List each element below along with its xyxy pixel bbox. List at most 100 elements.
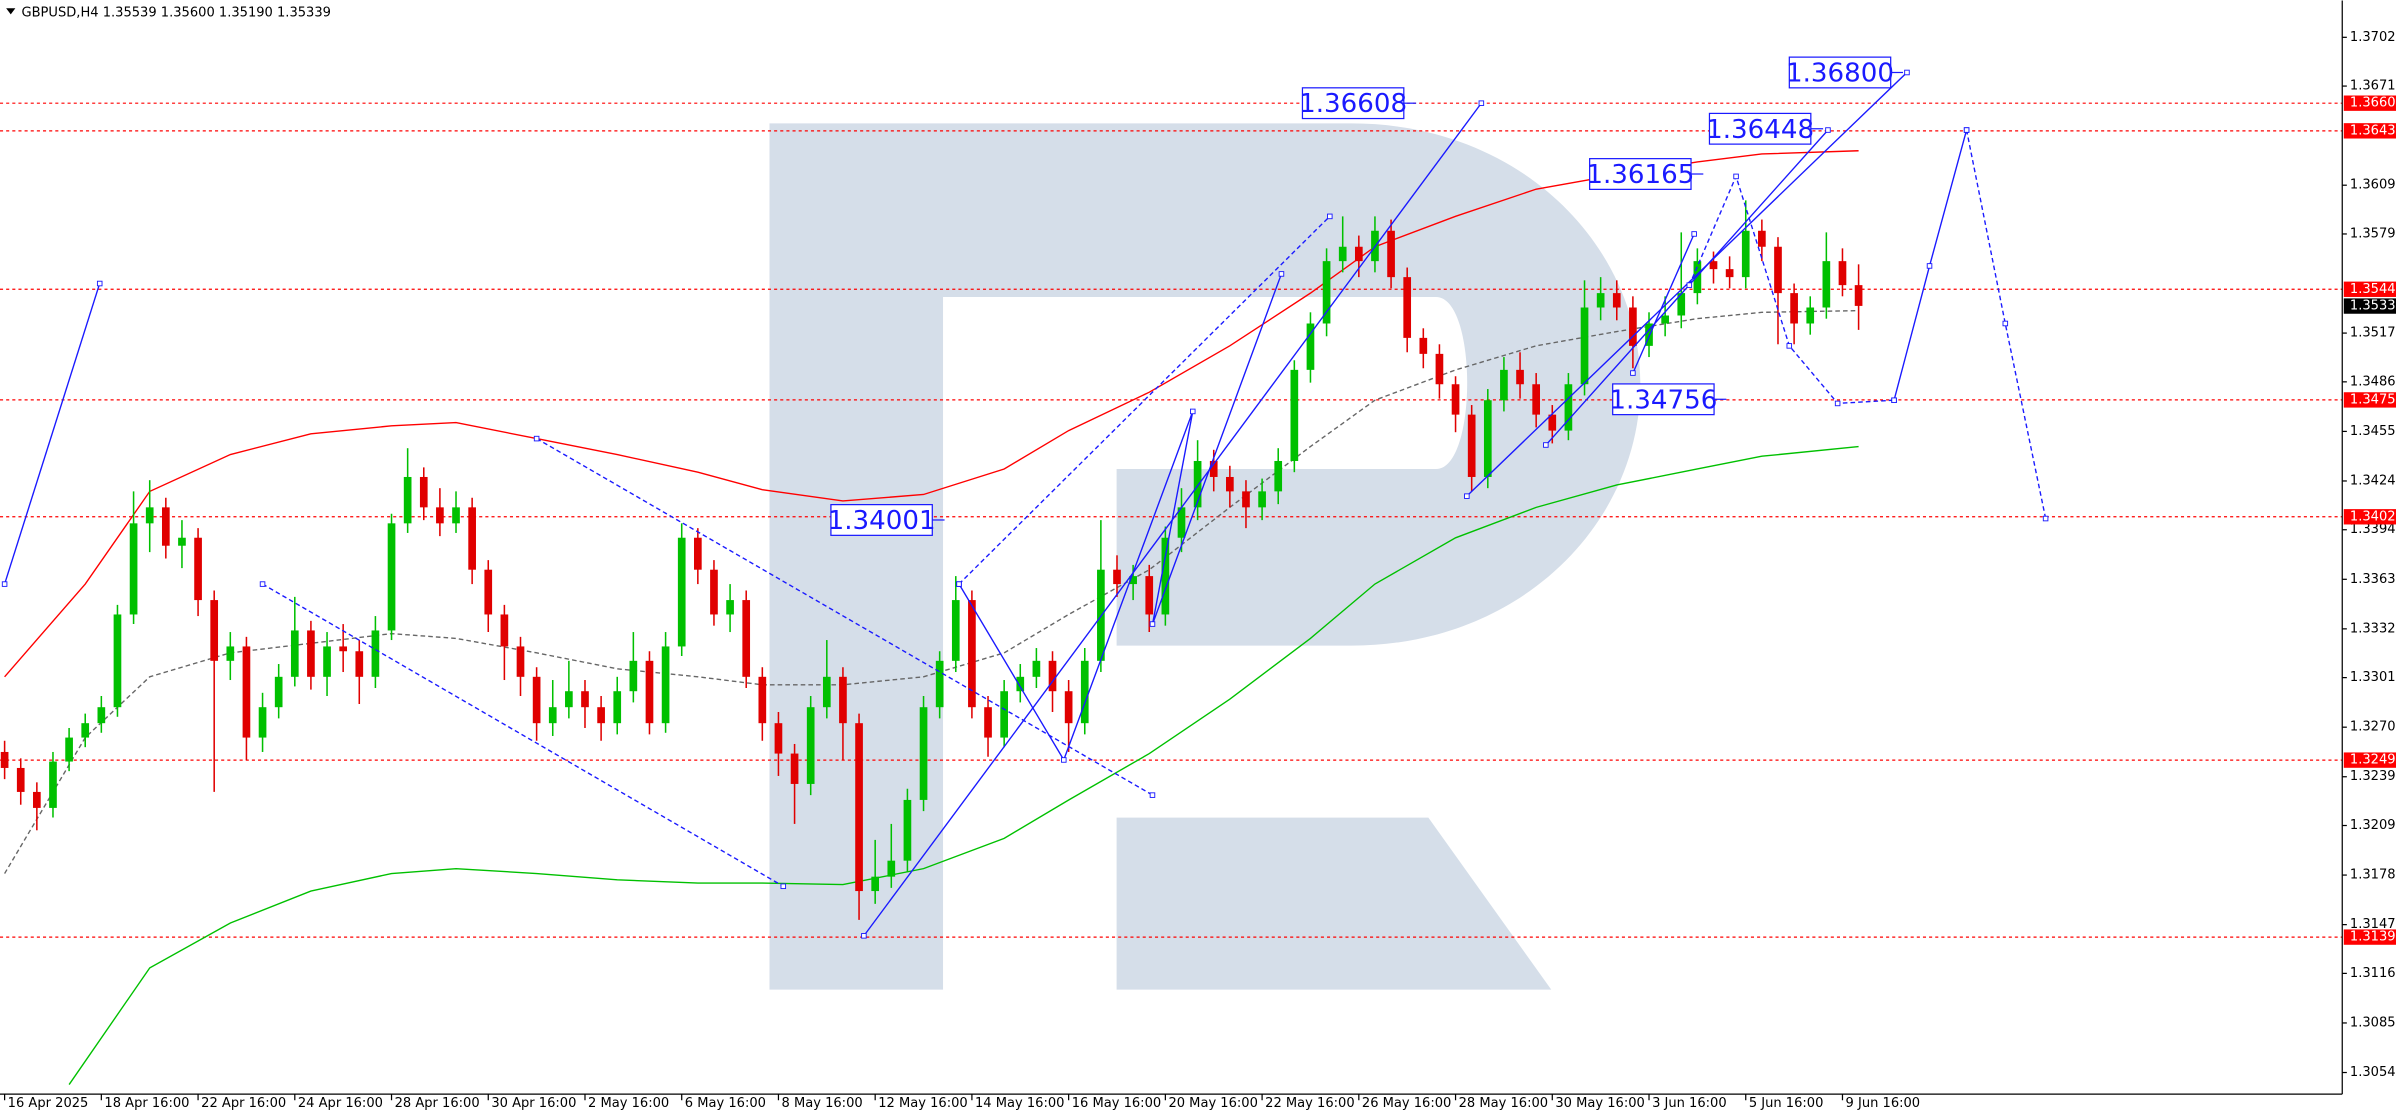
x-tick-label: 14 May 16:00 <box>975 1096 1064 1110</box>
wave-vertex <box>1190 408 1196 415</box>
candle-body <box>1387 230 1395 278</box>
x-tick-label: 28 Apr 16:00 <box>395 1096 480 1110</box>
x-tick-label: 3 Jun 16:00 <box>1652 1096 1727 1110</box>
wave-line <box>3 283 101 585</box>
candle-body <box>1580 307 1589 385</box>
x-tick-label: 6 May 16:00 <box>685 1096 766 1110</box>
wave-vertex <box>1 581 8 587</box>
y-tick-label: 1.31165 <box>2350 966 2396 981</box>
y-tick-label: 1.34245 <box>2350 473 2396 488</box>
wave-vertex <box>1149 621 1156 627</box>
wave-vertex <box>96 280 103 287</box>
wave-vertex <box>1733 173 1739 180</box>
candle-body <box>1564 384 1573 431</box>
price-annotation: 1.34756 <box>1609 385 1717 415</box>
y-tick-label: 1.30545 <box>2350 1065 2396 1080</box>
candle-body <box>790 753 799 784</box>
candle-body <box>581 691 589 708</box>
wave-vertex <box>1327 213 1333 220</box>
candle-body <box>806 707 815 784</box>
wave-vertex <box>2002 320 2009 327</box>
y-tick-label: 1.33940 <box>2350 522 2396 537</box>
candle-body <box>484 569 493 615</box>
candle-body <box>1645 323 1653 346</box>
candle-body <box>839 676 847 724</box>
level-label-bg <box>2343 281 2396 297</box>
candle-body <box>339 646 348 652</box>
current-price-bg <box>2343 298 2396 314</box>
candle-body <box>935 660 944 708</box>
candle-body <box>1677 293 1686 316</box>
candle-body <box>903 799 912 861</box>
candle-body <box>65 737 73 762</box>
level-label: 1.36435 <box>2350 123 2396 138</box>
x-tick-label: 16 May 16:00 <box>1072 1096 1161 1110</box>
candle-body <box>161 507 170 546</box>
candle-body <box>758 676 767 724</box>
wave-line <box>262 583 784 887</box>
y-tick-label: 1.32090 <box>2350 818 2396 833</box>
wave-vertex <box>1825 127 1831 133</box>
x-tick-label: 5 Jun 16:00 <box>1749 1096 1824 1110</box>
candle-body <box>1242 491 1250 508</box>
level-label-bg <box>2343 95 2396 111</box>
wave-vertex <box>2042 515 2049 522</box>
candle-body <box>97 707 106 724</box>
wave-vertex <box>1630 370 1636 376</box>
candle-body <box>1354 246 1363 262</box>
candle-body <box>145 507 154 524</box>
candle-body <box>1419 337 1428 354</box>
wave-vertex <box>1904 69 1910 76</box>
candle-body <box>1161 537 1170 615</box>
x-tick-label: 9 Jun 16:00 <box>1846 1096 1921 1110</box>
candle-body <box>1516 369 1524 385</box>
x-tick-label: 20 May 16:00 <box>1168 1096 1257 1110</box>
candle-body <box>274 676 283 708</box>
wave-vertex <box>861 933 867 939</box>
candle-body <box>1854 285 1863 306</box>
candle-body <box>694 537 702 570</box>
candle-body <box>468 507 476 570</box>
x-tick-label: 2 May 16:00 <box>588 1096 669 1110</box>
price-annotation: 1.36448 <box>1706 115 1814 145</box>
indicator-line <box>68 445 1859 1085</box>
x-tick-label: 22 May 16:00 <box>1265 1096 1354 1110</box>
price-annotation: 1.36608 <box>1299 89 1407 119</box>
candle-body <box>1145 576 1154 615</box>
candle-body <box>1467 414 1476 477</box>
candle-body <box>1435 353 1444 385</box>
candle-body <box>968 600 976 708</box>
wave-vertex <box>259 581 266 587</box>
candle-body <box>1129 576 1137 585</box>
wave-vertex <box>1926 263 1933 269</box>
wave-line <box>536 437 1153 796</box>
candle-body <box>1016 676 1025 692</box>
current-price-label: 1.35339 <box>2350 299 2396 314</box>
candle-body <box>1403 277 1412 338</box>
candle-body <box>742 600 751 677</box>
candle-body <box>1806 307 1815 324</box>
candle-body <box>258 707 267 738</box>
candle-body <box>1758 230 1766 247</box>
price-annotation-box <box>1788 56 1892 89</box>
candle-body <box>1790 293 1798 324</box>
candle-body <box>16 767 25 792</box>
price-annotation: 1.36165 <box>1586 160 1694 190</box>
level-label: 1.35444 <box>2350 282 2396 297</box>
x-tick-label: 30 May 16:00 <box>1555 1096 1644 1110</box>
candle-body <box>419 476 428 508</box>
candle-body <box>919 707 928 800</box>
level-label: 1.34752 <box>2350 392 2396 407</box>
candle-body <box>1064 691 1073 724</box>
candle-body <box>113 614 122 708</box>
candle-body <box>226 646 235 661</box>
candle-body <box>1000 691 1008 738</box>
candle-body <box>710 569 718 615</box>
y-tick-label: 1.36095 <box>2350 178 2396 193</box>
candle-body <box>194 537 202 601</box>
watermark-leg <box>1116 817 1552 990</box>
candle-body <box>871 876 880 892</box>
y-tick-label: 1.33015 <box>2350 670 2396 685</box>
wave-vertex <box>1278 271 1285 277</box>
